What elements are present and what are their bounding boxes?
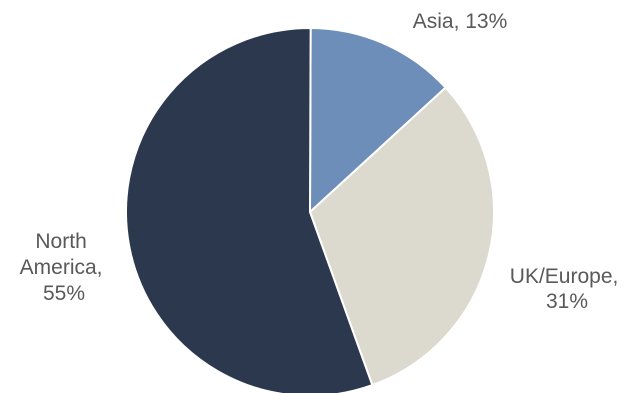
pie-slice-uk-europe <box>309 86 495 387</box>
slice-label-north-america: North America, 55% <box>20 230 109 305</box>
slice-label-north-america-line-2: America, <box>20 256 103 279</box>
slice-label-asia: Asia, 13% <box>413 10 508 33</box>
slice-label-uk-europe: UK/Europe, 31% <box>510 265 624 313</box>
pie-slice-asia <box>309 27 447 213</box>
slice-label-uk-europe-line-2: 31% <box>546 290 588 313</box>
slice-label-uk-europe-line-1: UK/Europe, <box>510 265 619 288</box>
pie-slice-north-america <box>125 26 374 393</box>
slice-labels: Asia, 13% UK/Europe, 31% North America, … <box>20 10 624 313</box>
slice-label-asia-line-1: Asia, 13% <box>413 10 508 33</box>
slice-label-north-america-line-3: 55% <box>43 282 85 305</box>
pie-slices <box>125 26 495 393</box>
slice-label-north-america-line-1: North <box>35 230 86 253</box>
